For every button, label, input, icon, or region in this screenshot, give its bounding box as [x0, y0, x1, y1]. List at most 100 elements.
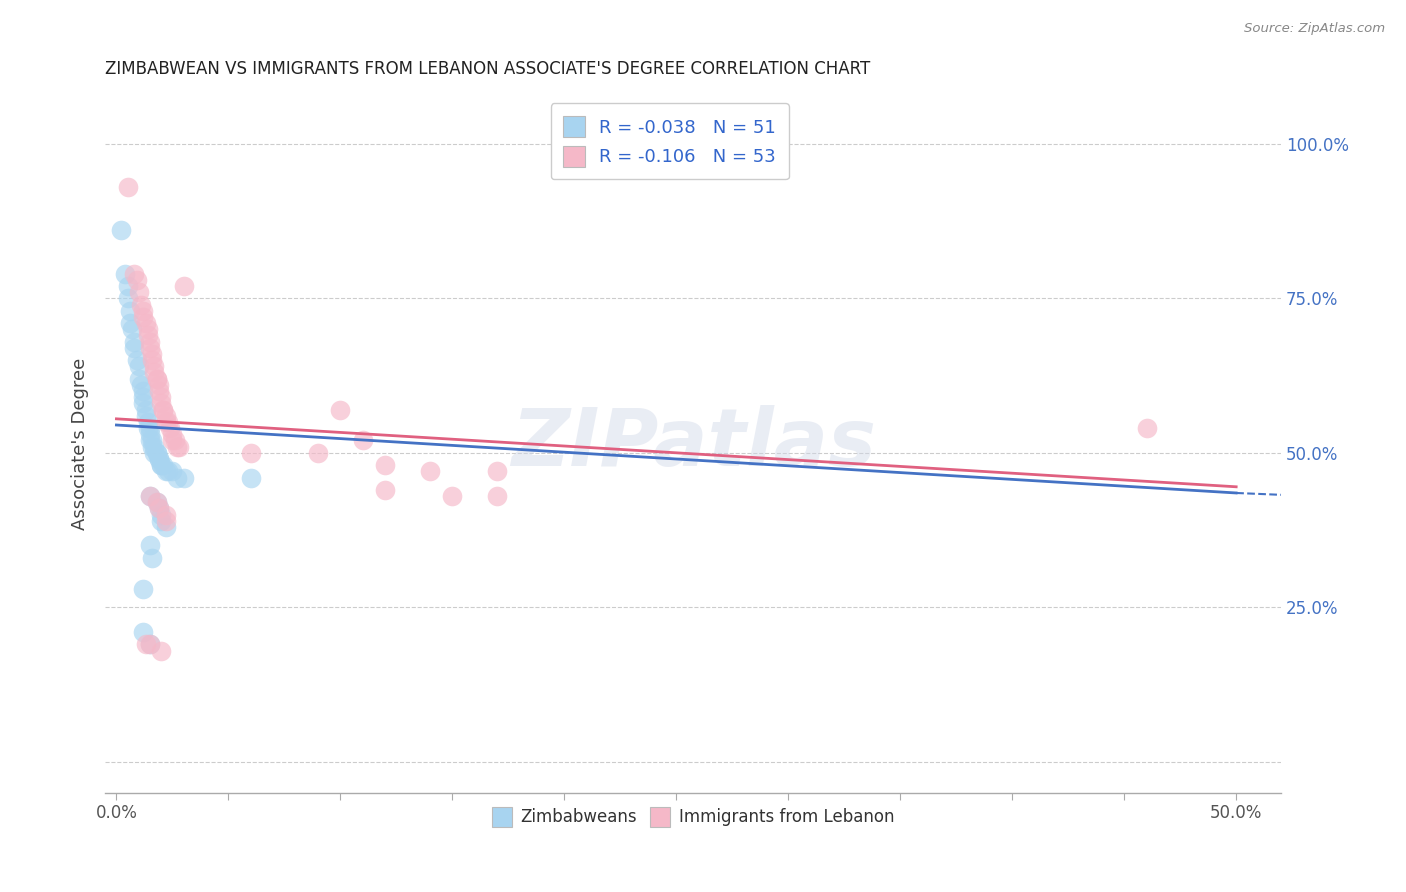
- Point: [239, 470, 262, 484]
- Point: [148, 501, 170, 516]
- Point: [136, 328, 159, 343]
- Point: [148, 452, 170, 467]
- Point: [166, 470, 188, 484]
- Point: [143, 359, 166, 374]
- Point: [117, 279, 139, 293]
- Point: [150, 396, 173, 410]
- Point: [152, 402, 174, 417]
- Point: [118, 303, 141, 318]
- Point: [132, 310, 155, 324]
- Point: [159, 421, 181, 435]
- Point: [128, 372, 150, 386]
- Point: [143, 440, 166, 454]
- Point: [129, 297, 152, 311]
- Point: [129, 377, 152, 392]
- Y-axis label: Associate's Degree: Associate's Degree: [72, 358, 89, 530]
- Point: [124, 267, 146, 281]
- Point: [143, 366, 166, 380]
- Point: [141, 440, 163, 454]
- Point: [135, 402, 157, 417]
- Point: [148, 384, 170, 398]
- Point: [156, 464, 179, 478]
- Point: [150, 458, 173, 472]
- Point: [145, 446, 167, 460]
- Point: [139, 637, 162, 651]
- Point: [166, 440, 188, 454]
- Point: [135, 409, 157, 423]
- Point: [155, 415, 177, 429]
- Point: [118, 316, 141, 330]
- Point: [163, 434, 186, 448]
- Point: [114, 267, 136, 281]
- Point: [132, 303, 155, 318]
- Point: [419, 464, 441, 478]
- Point: [141, 550, 163, 565]
- Point: [139, 489, 162, 503]
- Point: [162, 427, 184, 442]
- Point: [143, 446, 166, 460]
- Point: [117, 291, 139, 305]
- Point: [135, 637, 157, 651]
- Point: [173, 279, 195, 293]
- Point: [148, 501, 170, 516]
- Point: [125, 273, 148, 287]
- Point: [132, 582, 155, 596]
- Point: [139, 434, 162, 448]
- Point: [162, 434, 184, 448]
- Point: [239, 446, 262, 460]
- Point: [117, 180, 139, 194]
- Point: [139, 637, 162, 651]
- Point: [128, 359, 150, 374]
- Point: [128, 285, 150, 300]
- Point: [155, 409, 177, 423]
- Point: [156, 415, 179, 429]
- Point: [121, 322, 143, 336]
- Point: [141, 353, 163, 368]
- Point: [167, 440, 190, 454]
- Point: [155, 508, 177, 522]
- Point: [150, 390, 173, 404]
- Point: [132, 390, 155, 404]
- Point: [139, 421, 162, 435]
- Point: [150, 514, 173, 528]
- Point: [139, 489, 162, 503]
- Point: [152, 458, 174, 472]
- Point: [155, 464, 177, 478]
- Point: [173, 470, 195, 484]
- Point: [374, 458, 396, 472]
- Point: [136, 322, 159, 336]
- Point: [132, 625, 155, 640]
- Text: ZIMBABWEAN VS IMMIGRANTS FROM LEBANON ASSOCIATE'S DEGREE CORRELATION CHART: ZIMBABWEAN VS IMMIGRANTS FROM LEBANON AS…: [105, 60, 870, 78]
- Point: [132, 384, 155, 398]
- Point: [139, 539, 162, 553]
- Point: [139, 334, 162, 349]
- Point: [150, 458, 173, 472]
- Point: [441, 489, 464, 503]
- Point: [1135, 421, 1157, 435]
- Legend: Zimbabweans, Immigrants from Lebanon: Zimbabweans, Immigrants from Lebanon: [485, 801, 901, 833]
- Point: [124, 341, 146, 355]
- Point: [125, 353, 148, 368]
- Point: [150, 508, 173, 522]
- Point: [139, 427, 162, 442]
- Text: ZIPatlas: ZIPatlas: [510, 405, 876, 483]
- Point: [141, 347, 163, 361]
- Point: [148, 452, 170, 467]
- Point: [145, 495, 167, 509]
- Point: [486, 464, 509, 478]
- Point: [486, 489, 509, 503]
- Point: [374, 483, 396, 497]
- Point: [136, 421, 159, 435]
- Point: [145, 446, 167, 460]
- Text: Source: ZipAtlas.com: Source: ZipAtlas.com: [1244, 22, 1385, 36]
- Point: [150, 643, 173, 657]
- Point: [352, 434, 374, 448]
- Point: [141, 434, 163, 448]
- Point: [155, 514, 177, 528]
- Point: [135, 316, 157, 330]
- Point: [139, 341, 162, 355]
- Point: [162, 464, 184, 478]
- Point: [145, 495, 167, 509]
- Point: [145, 372, 167, 386]
- Point: [148, 377, 170, 392]
